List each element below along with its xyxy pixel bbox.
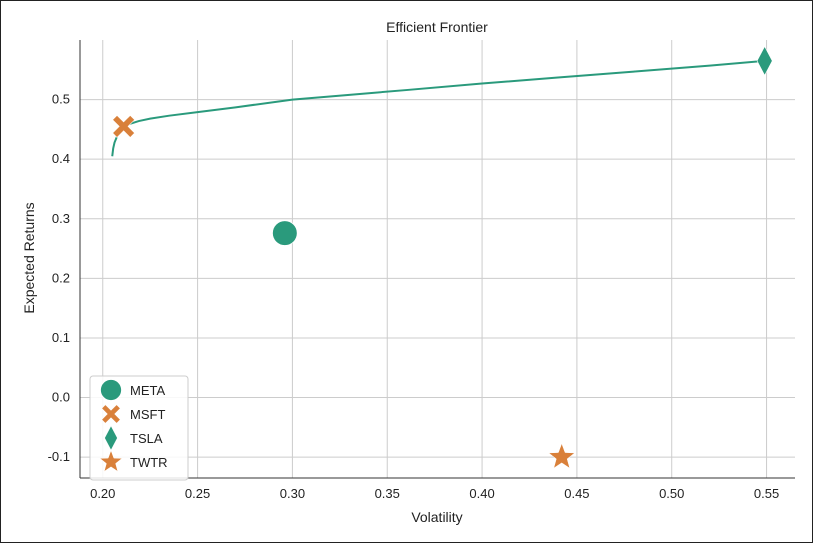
- y-axis-label: Expected Returns: [21, 202, 37, 313]
- legend-label-tsla: TSLA: [130, 431, 163, 446]
- y-tick-label: 0.2: [52, 270, 70, 285]
- legend-label-twtr: TWTR: [130, 455, 168, 470]
- legend-marker-msft: [101, 404, 121, 424]
- point-meta: [272, 220, 298, 246]
- point-twtr: [548, 442, 576, 469]
- x-tick-label: 0.20: [90, 486, 115, 501]
- x-tick-label: 0.50: [659, 486, 684, 501]
- x-tick-label: 0.35: [375, 486, 400, 501]
- y-tick-label: 0.5: [52, 92, 70, 107]
- axes: [79, 40, 795, 479]
- frontier-line: [111, 59, 765, 157]
- legend: META MSFT TSLA TWTR: [89, 375, 189, 481]
- chart-title: Efficient Frontier: [386, 19, 488, 35]
- legend-label-msft: MSFT: [130, 407, 165, 422]
- points-layer: [112, 45, 773, 469]
- frontier-layer: [111, 59, 765, 157]
- tick-labels: 0.20 0.25 0.30 0.35 0.40 0.45 0.50 0.55 -0.1 0.0 0…: [48, 92, 780, 501]
- y-tick-label: 0.1: [52, 330, 70, 345]
- legend-box: [89, 375, 189, 481]
- x-tick-label: 0.55: [754, 486, 779, 501]
- point-tsla: [756, 45, 773, 76]
- x-tick-label: 0.30: [280, 486, 305, 501]
- y-tick-label: 0.3: [52, 211, 70, 226]
- x-tick-label: 0.45: [564, 486, 589, 501]
- y-tick-label: -0.1: [48, 449, 70, 464]
- y-tick-label: 0.0: [52, 390, 70, 405]
- x-tick-label: 0.25: [185, 486, 210, 501]
- legend-marker-meta: [100, 379, 122, 401]
- legend-marker-twtr: [99, 449, 123, 472]
- x-tick-label: 0.40: [469, 486, 494, 501]
- point-msft: [112, 114, 136, 138]
- y-tick-label: 0.4: [52, 151, 70, 166]
- legend-label-meta: META: [130, 383, 165, 398]
- x-axis-label: Volatility: [411, 509, 462, 525]
